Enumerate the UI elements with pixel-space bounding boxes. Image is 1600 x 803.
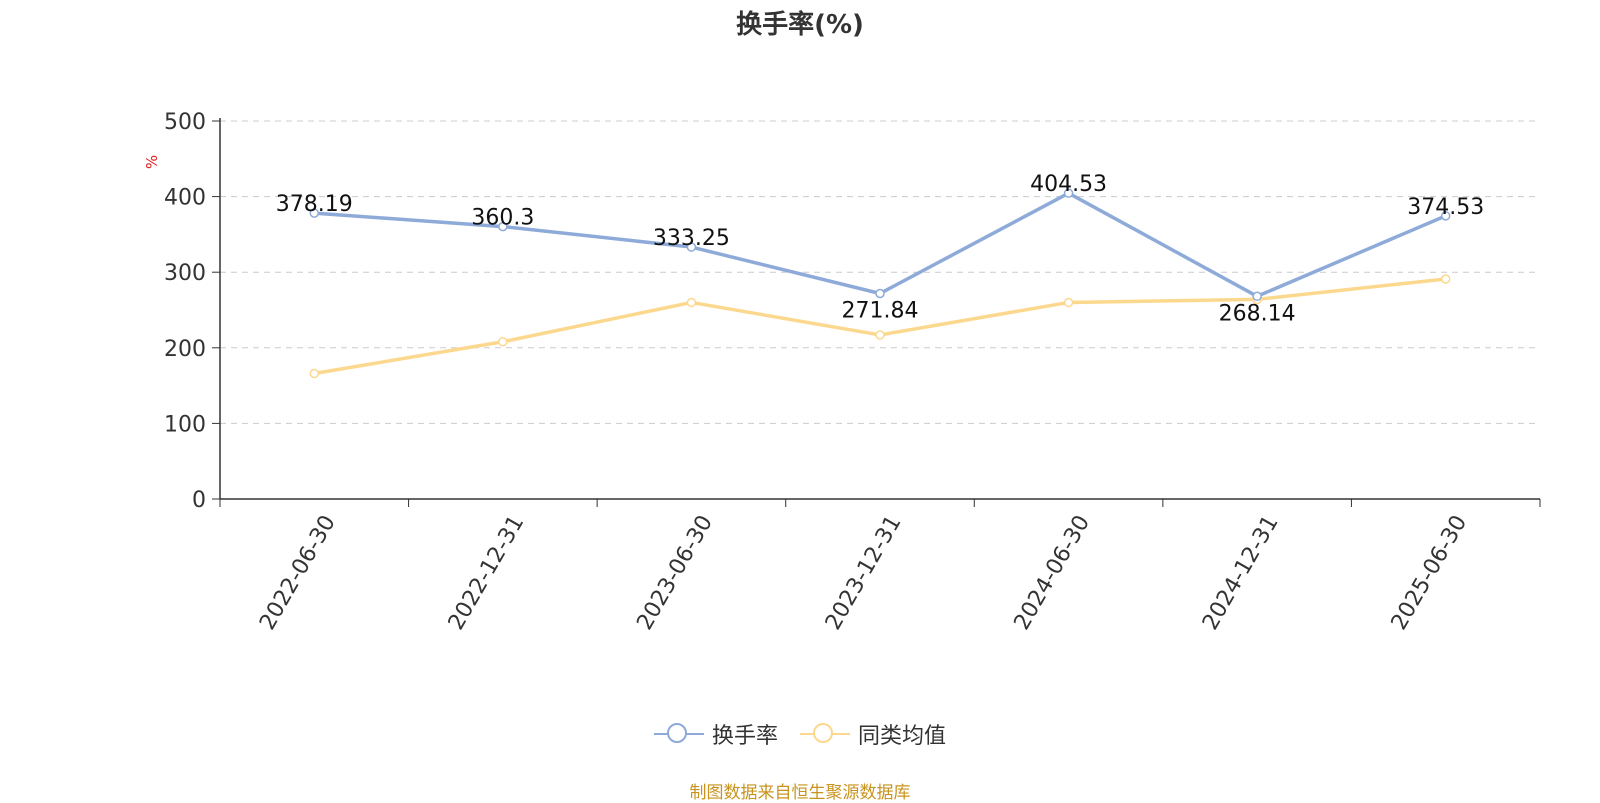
- y-tick-label: 100: [164, 412, 206, 437]
- turnover-point: [498, 221, 508, 232]
- axes: 0 100 200 300 400 500 2022-06-30 2022-12-31 2023…: [164, 110, 1541, 634]
- legend-turnover-label: 换手率: [711, 724, 778, 749]
- turnover-data-label: 360.3: [471, 206, 534, 231]
- y-tick-label: 0: [192, 488, 206, 513]
- series-lines: [309, 188, 1451, 379]
- source-note: 制图数据来自恒生聚源数据库: [689, 783, 911, 803]
- y-axis-label: %: [143, 155, 161, 169]
- peer-average-point: [875, 330, 885, 340]
- legend-turnover-circle-icon: [653, 722, 704, 746]
- turnover-point: [686, 242, 697, 252]
- chart-title: 换手率(%): [736, 10, 864, 40]
- x-tick-label: 2023-12-31: [821, 511, 907, 634]
- peer-average-point: [498, 337, 508, 347]
- turnover-data-label: 268.14: [1219, 301, 1296, 326]
- legend-item-peer-average[interactable]: 同类均值: [800, 718, 946, 750]
- turnover-point: [1440, 211, 1451, 221]
- legend-peer-average-circle-icon: [800, 722, 850, 746]
- y-tick-label: 200: [164, 337, 206, 362]
- legend: 换手率 同类均值: [0, 718, 1600, 750]
- x-tick-label: 2022-06-30: [255, 511, 341, 634]
- turnover-data-label: 333.25: [653, 226, 730, 251]
- turnover-data-label: 378.19: [276, 192, 353, 217]
- turnover-point: [1063, 188, 1074, 198]
- legend-peer-average-label: 同类均值: [858, 724, 947, 749]
- y-tick-label: 300: [164, 261, 206, 286]
- x-tick-label: 2025-06-30: [1387, 511, 1473, 634]
- turnover-point: [309, 208, 320, 218]
- turnover-point: [1252, 291, 1262, 302]
- turnover-data-label: 374.53: [1407, 195, 1484, 220]
- x-tick-label: 2024-06-30: [1010, 511, 1096, 634]
- peer-average-point: [686, 297, 697, 308]
- peer-average-point: [1063, 297, 1074, 308]
- peer-average-point: [309, 368, 320, 379]
- y-tick-label: 500: [164, 110, 206, 135]
- x-tick-label: 2022-12-31: [444, 511, 530, 634]
- data-labels: 378.19 360.3 333.25 271.84 404.53 268.14 374.5…: [276, 172, 1484, 326]
- x-tick-label: 2023-06-30: [632, 511, 718, 634]
- grid-lines: [220, 120, 1540, 424]
- turnover-data-label: 271.84: [842, 298, 919, 323]
- y-tick-label: 400: [164, 186, 206, 211]
- x-tick-label: 2024-12-31: [1198, 511, 1284, 634]
- peer-average-point: [1440, 274, 1451, 284]
- turnover-point: [875, 288, 885, 299]
- line-chart: 0 100 200 300 400 500 2022-06-30 2022-12-31 2023…: [143, 110, 1541, 634]
- legend-item-turnover[interactable]: 换手率: [653, 718, 778, 750]
- turnover-data-label: 404.53: [1030, 172, 1107, 197]
